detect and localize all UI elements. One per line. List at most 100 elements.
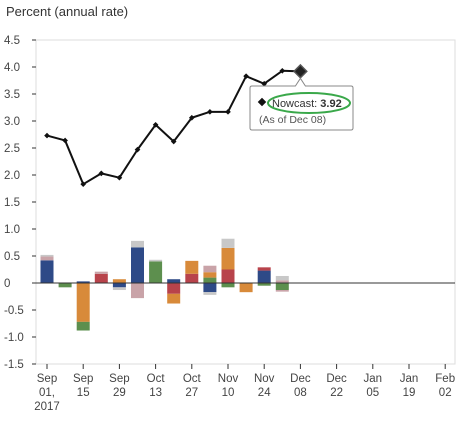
y-axis-label: Percent (annual rate) [6,4,129,19]
series-point [134,146,141,153]
contribution-bar-segment [203,265,217,273]
axis-layer: 4.5 4.0 3.5 3.0 2.5 2.0 1.5 1.0 0.5 0 -0.5 -1.0 -1.5… [4,35,455,413]
grid-layer [35,39,456,365]
contribution-bar-segment [40,254,54,257]
contribution-bar-segment [131,247,144,283]
series-point [243,73,249,80]
highlight-ellipse [267,92,351,114]
x-tick-label: 15 [77,387,90,399]
series-point [152,121,159,128]
contribution-bar-segment [112,287,126,291]
contribution-bar-segment [203,277,217,283]
callout-box [249,77,354,131]
contribution-bar-segment [76,281,90,283]
series-point [261,80,268,87]
contribution-bar-segment [76,321,90,331]
bar-layer [40,238,289,331]
contribution-bar-segment [257,283,271,286]
contribution-bar-segment [112,279,126,283]
nowcast-label: Nowcast: 3.92 [272,98,342,110]
contribution-bar-segment [167,279,181,283]
x-tick-label: Dec [290,373,311,385]
x-tick-label: Jan [400,373,419,385]
x-tick-label: Sep [109,373,129,385]
contribution-bar-segment [221,238,235,248]
x-tick-label: 24 [258,387,271,399]
series-point [80,181,87,188]
series-point [170,138,177,145]
contribution-bar-segment [94,273,108,283]
x-tick-label: 13 [149,387,162,399]
y-tick-label: 4.0 [4,62,20,74]
y-tick-label: 3.0 [4,116,20,128]
series-point [116,174,123,181]
line-layer [44,63,308,188]
contribution-bar-segment [275,290,289,292]
contribution-bar-segment [185,273,199,283]
x-tick-label: Sep [37,373,57,385]
contribution-bar-segment [131,283,144,299]
series-point [188,114,195,121]
series-point [44,132,50,139]
x-tick-label: 01, [39,387,55,399]
x-tick-label: Jan [364,373,383,385]
x-tick-label: Nov [254,373,275,385]
contribution-bar-segment [257,270,271,283]
series-point [98,170,105,177]
contribution-bar-segment [221,247,235,270]
contribution-bar-segment [149,261,163,283]
contribution-bar-segment [203,283,217,293]
contribution-bar-segment [203,272,217,278]
x-tick-label: 29 [113,387,126,399]
callout-marker-icon [257,97,267,107]
y-tick-label: 2.5 [4,143,20,155]
x-tick-label: 02 [439,387,452,399]
nowcast-value: 3.92 [320,98,341,110]
contribution-bar-segment [58,283,72,288]
y-tick-label: 0.5 [4,251,20,263]
contribution-bar-segment [239,283,253,293]
x-tick-label: 08 [294,387,307,399]
x-tick-label: 22 [330,387,343,399]
x-tick-label: 05 [366,387,379,399]
contribution-bar-segment [275,275,289,281]
y-tick-label: -0.5 [4,305,24,317]
x-tick-label: 27 [185,387,198,399]
y-tick-label: 2.0 [4,170,20,182]
x-tick-label: Oct [183,373,202,385]
x-tick-label: Sep [73,373,93,385]
contribution-bar-segment [221,283,235,288]
contribution-bar-segment [275,283,289,291]
y-tick-label: -1.0 [4,332,24,344]
x-tick-label: 10 [222,387,235,399]
contribution-bar-segment [257,267,271,271]
contribution-bar-segment [275,280,289,283]
plot-frame [35,39,456,365]
y-tick-label: -1.5 [4,359,24,371]
contribution-bar-segment [40,260,54,283]
series-point [207,108,213,115]
contribution-bar-segment [94,271,108,274]
contribution-bar-segment [167,293,181,304]
y-tick-label: 3.5 [4,89,20,101]
y-tick-label: 1.5 [4,197,20,209]
series-point [62,137,68,144]
nowcast-point [292,63,308,79]
x-tick-label: Nov [218,373,239,385]
contribution-bar-segment [185,260,199,274]
y-tick-label: 4.5 [4,35,20,47]
contribution-bar-segment [131,240,144,248]
x-tick-label: 2017 [34,401,60,413]
contribution-bar-segment [149,259,163,262]
y-tick-label: 0 [4,278,10,290]
y-tick-label: 1.0 [4,224,20,236]
contribution-bar-segment [76,283,90,322]
nowcast-asof: (As of Dec 08) [259,114,326,126]
contribution-bar-segment [40,256,54,261]
contribution-bar-segment [203,292,217,295]
contribution-bar-segment [112,283,126,288]
x-tick-label: Oct [147,373,166,385]
x-tick-label: Feb [435,373,455,385]
contribution-bar-segment [167,283,181,294]
